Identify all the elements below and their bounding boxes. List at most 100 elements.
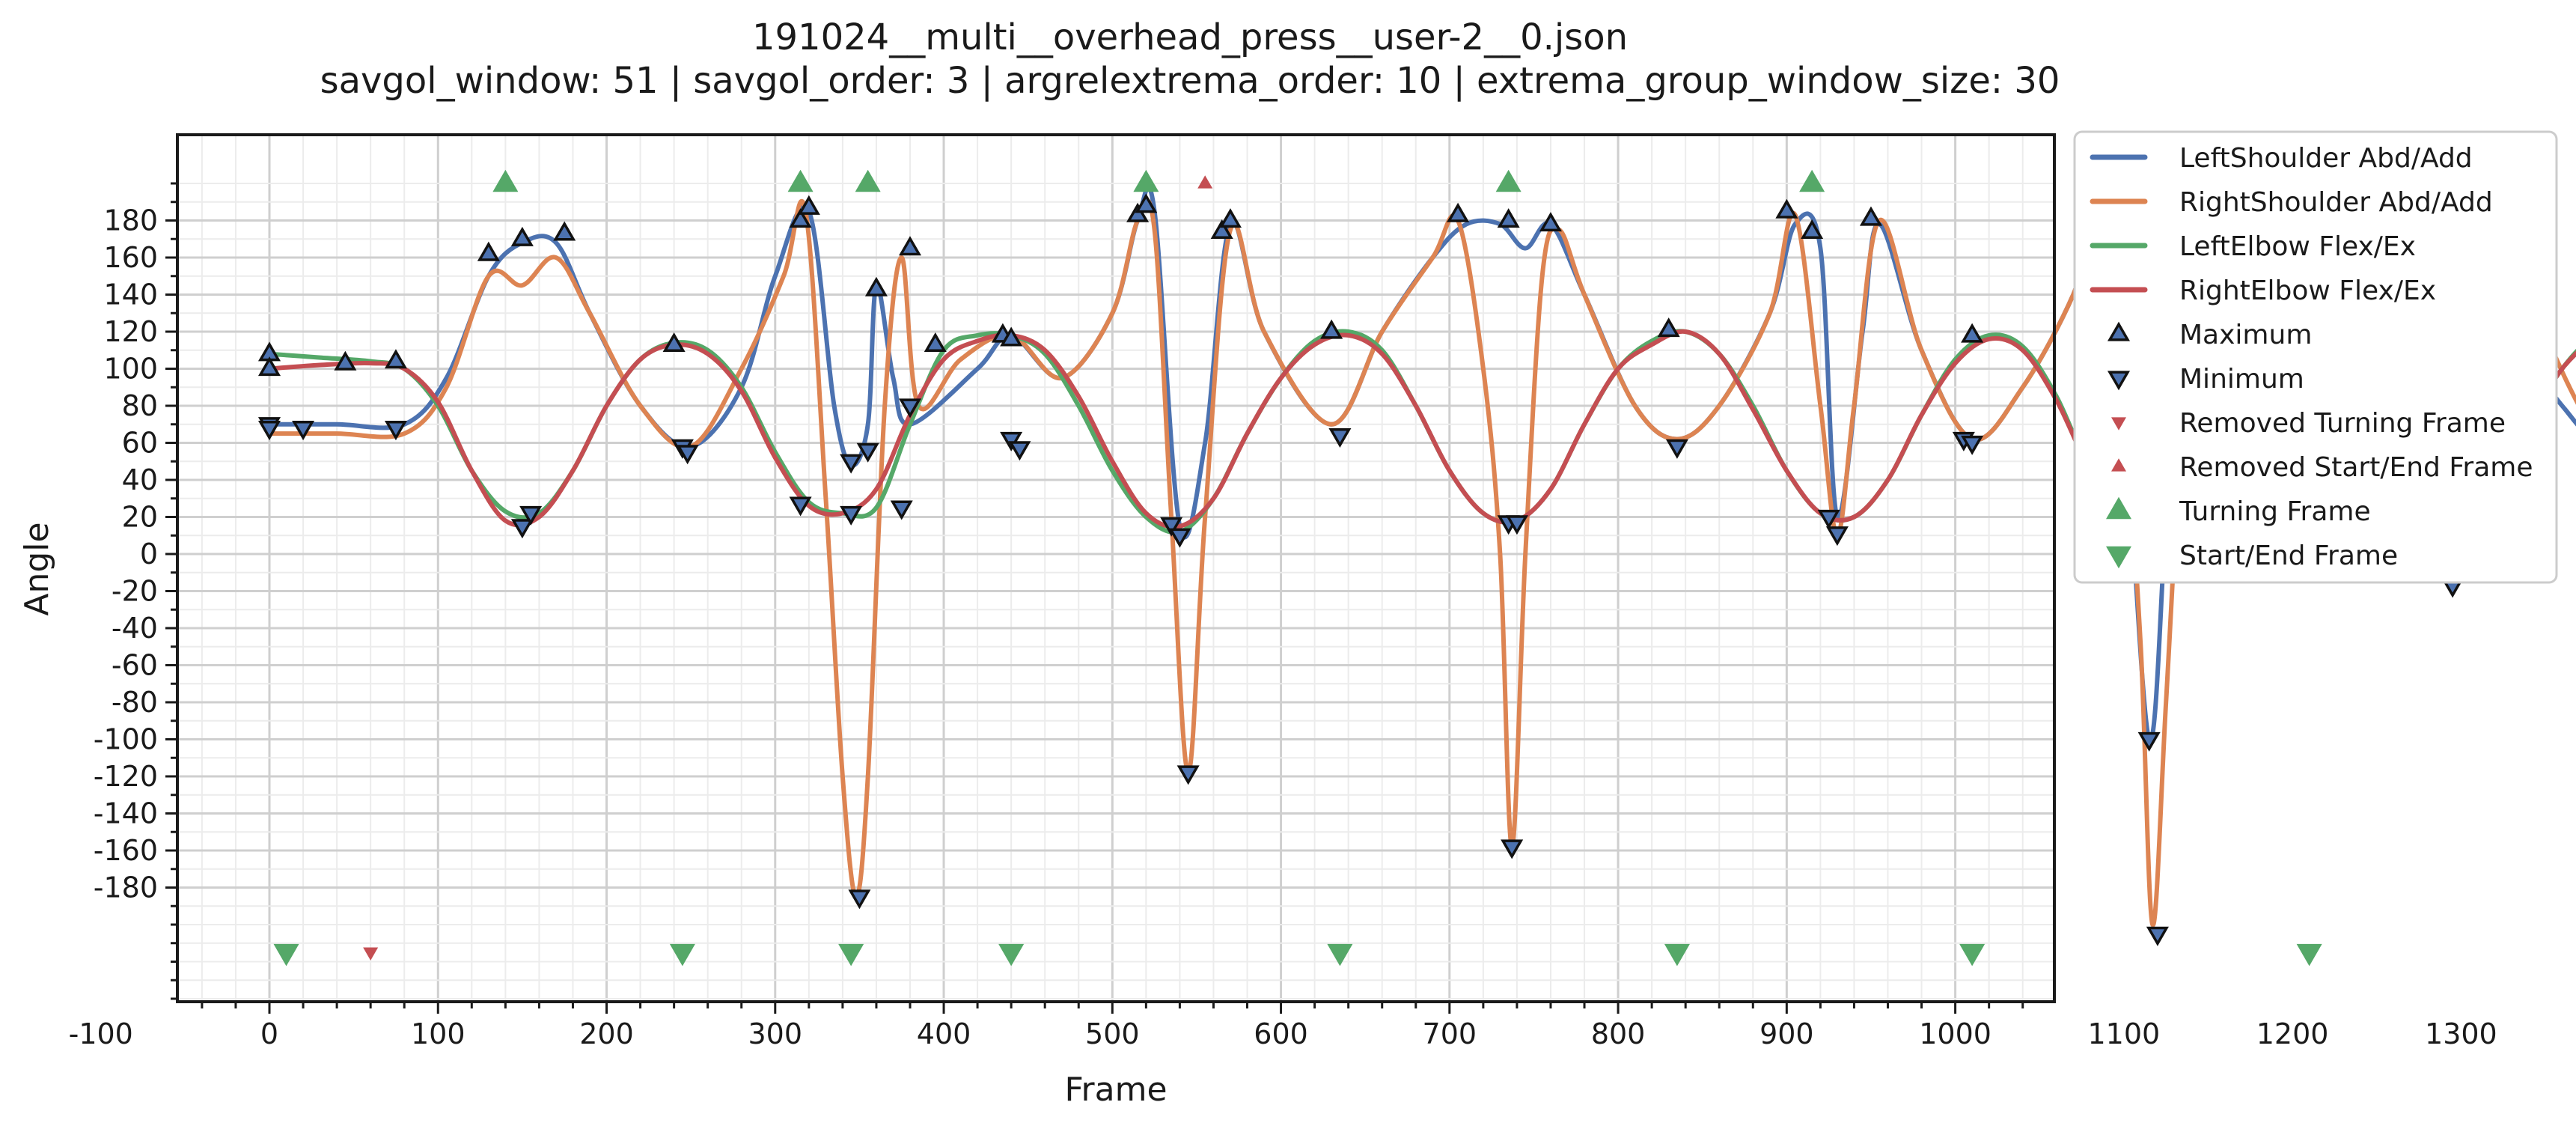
x-tick-label: 300 [748, 1017, 803, 1050]
y-tick-label: 100 [103, 353, 158, 386]
legend-label: RightElbow Flex/Ex [2179, 276, 2436, 306]
legend-label: LeftElbow Flex/Ex [2179, 231, 2416, 262]
x-tick-label: 800 [1591, 1017, 1646, 1050]
legend-label: RightShoulder Abd/Add [2179, 187, 2493, 218]
maximum-marker [924, 332, 947, 352]
y-tick-label: -100 [94, 723, 158, 756]
maximum-marker [1801, 219, 1824, 239]
y-tick-label: 140 [103, 279, 158, 311]
maximum-marker [334, 350, 357, 371]
y-tick-label: -160 [94, 834, 158, 867]
minimum-marker [1505, 515, 1528, 535]
minimum-marker [1817, 509, 1840, 529]
turning-frame-marker [1799, 169, 1825, 192]
plot-series [267, 185, 2576, 928]
maximum-marker [510, 226, 534, 246]
maximum-marker [1859, 206, 1883, 226]
x-tick-label: 600 [1254, 1017, 1308, 1050]
plot-markers [257, 169, 2506, 967]
y-tick-label: -20 [112, 575, 158, 608]
legend-label: LeftShoulder Abd/Add [2179, 143, 2473, 174]
maximum-marker [257, 356, 281, 377]
legend-swatch-marker [2107, 321, 2131, 341]
x-tick-label: 1300 [2425, 1017, 2497, 1050]
y-tick-label: 180 [103, 204, 158, 237]
minimum-marker [1168, 528, 1191, 548]
y-tick-label: -40 [112, 612, 158, 645]
start-end-frame-marker [1664, 943, 1690, 967]
legend: LeftShoulder Abd/Add RightShoulder Abd/Ad… [2073, 130, 2558, 584]
maximum-marker [797, 195, 820, 215]
minimum-marker [1501, 839, 1524, 859]
x-tick-label: 100 [411, 1017, 466, 1050]
minimum-marker [2137, 731, 2161, 752]
x-tick-label: 0 [260, 1017, 278, 1050]
minimum-marker [292, 421, 315, 441]
chart-title: 191024__multi__overhead_press__user-2__0… [752, 16, 1628, 58]
minimum-marker [510, 519, 534, 539]
legend-item-removed-start-end-frame: Removed Start/End Frame [2111, 452, 2533, 483]
legend-label: Removed Start/End Frame [2179, 452, 2533, 483]
minimum-marker [1160, 517, 1183, 537]
legend-swatch-marker [2111, 417, 2126, 430]
maximum-marker [384, 349, 407, 369]
x-tick-label: -100 [69, 1017, 133, 1050]
maximum-marker [477, 241, 500, 261]
maximum-marker [1961, 323, 1984, 343]
y-tick-label: 60 [122, 427, 158, 460]
legend-label: Start/End Frame [2179, 541, 2398, 571]
start-end-frame-marker [838, 943, 864, 967]
x-tick-label: 1000 [1919, 1017, 1991, 1050]
maximum-marker [1126, 202, 1150, 222]
x-tick-label: 400 [917, 1017, 971, 1050]
legend-item-leftshoulder-abd-add: LeftShoulder Abd/Add [2090, 143, 2473, 174]
y-tick-label: 40 [122, 463, 158, 496]
turning-frame-marker [1495, 169, 1522, 192]
minimum-marker [1825, 526, 1849, 547]
maximum-marker [1135, 193, 1158, 213]
y-tick-label: -120 [94, 760, 158, 793]
legend-item-start-end-frame: Start/End Frame [2106, 541, 2398, 571]
plot-grid [177, 135, 2054, 1002]
y-tick-label: -140 [94, 797, 158, 830]
legend-swatch-marker [2107, 371, 2131, 391]
y-tick-label: -80 [112, 686, 158, 719]
y-tick-label: -60 [112, 649, 158, 682]
legend-item-maximum: Maximum [2107, 320, 2312, 350]
x-tick-label: 1100 [2088, 1017, 2161, 1050]
y-tick-label: 0 [140, 538, 158, 570]
minimum-marker [1328, 427, 1352, 448]
minimum-marker [1665, 439, 1688, 459]
legend-label: Removed Turning Frame [2179, 408, 2506, 439]
x-tick-label: 700 [1423, 1017, 1477, 1050]
chart-subtitle: savgol_window: 51 | savgol_order: 3 | ar… [320, 60, 2060, 102]
y-tick-label: 120 [103, 315, 158, 348]
maximum-marker [1775, 198, 1798, 219]
start-end-frame-marker [2296, 943, 2322, 967]
maximum-marker [1218, 208, 1242, 228]
x-axis-label: Frame [1064, 1071, 1167, 1109]
series-line-rightelbow-flex-ex [267, 327, 2576, 529]
legend-label: Maximum [2179, 320, 2312, 350]
x-tick-label: 200 [579, 1017, 634, 1050]
legend-swatch-marker [2106, 496, 2131, 520]
legend-label: Turning Frame [2179, 496, 2371, 527]
turning-frame-marker [855, 169, 881, 192]
legend-item-turning-frame: Turning Frame [2106, 496, 2371, 527]
y-tick-label: 80 [122, 389, 158, 422]
start-end-frame-marker [273, 943, 299, 967]
y-tick-label: -180 [94, 871, 158, 904]
legend-item-rightshoulder-abd-add: RightShoulder Abd/Add [2090, 187, 2493, 218]
minimum-marker [1008, 441, 1031, 461]
legend-item-removed-turning-frame: Removed Turning Frame [2111, 408, 2506, 439]
axis-ticks: -100 0 100 200 300 400 500 600 700 800 900 1000 1100… [69, 182, 2497, 1050]
minimum-marker [848, 889, 871, 910]
removed-start-end-frame-marker [1197, 175, 1213, 189]
minimum-marker [840, 454, 863, 474]
minimum-marker [898, 398, 922, 419]
series-line-rightshoulder-abd-add [267, 198, 2576, 928]
start-end-frame-marker [998, 943, 1025, 967]
legend-box [2073, 130, 2558, 584]
legend-swatch-marker [2106, 546, 2131, 569]
